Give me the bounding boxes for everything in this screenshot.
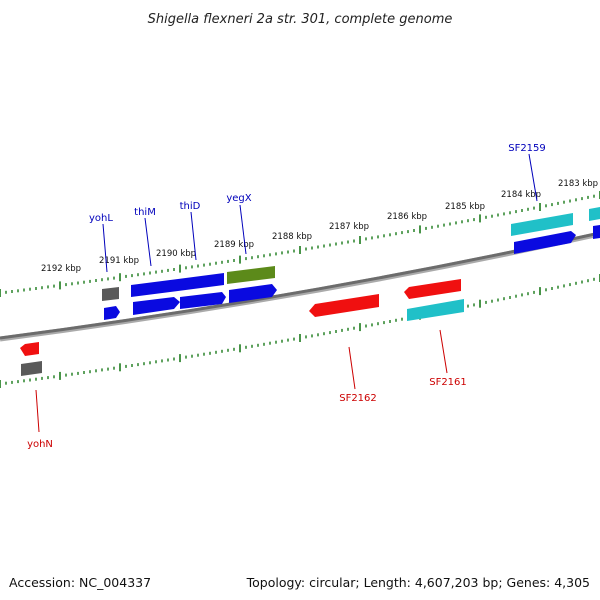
- scale-label-2188: 2188 kbp: [272, 232, 312, 242]
- forward-genes: [102, 207, 600, 320]
- gene-reverse-gray[interactable]: [21, 361, 42, 376]
- gene-forward-small[interactable]: [104, 306, 120, 320]
- leader-SF2159: [528, 153, 538, 202]
- gene-thiD-part[interactable]: [180, 292, 226, 309]
- scale-label-2185: 2185 kbp: [445, 202, 485, 212]
- scale-label-2192: 2192 kbp: [41, 264, 81, 274]
- gene-thiD[interactable]: [178, 273, 224, 291]
- map-title: Shigella flexneri 2a str. 301, complete …: [148, 12, 453, 27]
- leader-yohL: [102, 223, 108, 273]
- label-thiM: thiM: [134, 207, 156, 218]
- leader-lines: [35, 153, 538, 433]
- label-SF2162: SF2162: [339, 393, 377, 404]
- scale-label-2187: 2187 kbp: [329, 222, 369, 232]
- gene-yohL[interactable]: [102, 287, 119, 301]
- scale-label-2184: 2184 kbp: [501, 190, 541, 200]
- gene-edge-cyan[interactable]: [589, 207, 600, 221]
- leader-yegX: [239, 204, 247, 255]
- reverse-tick-track: [0, 274, 600, 388]
- scale-label-2183: 2183 kbp: [558, 179, 598, 189]
- gene-thiM-part[interactable]: [133, 297, 180, 315]
- label-yegX: yegX: [226, 193, 251, 204]
- label-yohL: yohL: [89, 213, 113, 224]
- genome-summary: Topology: circular; Length: 4,607,203 bp…: [246, 575, 590, 590]
- leader-thiD: [190, 211, 197, 261]
- gene-yegX[interactable]: [227, 266, 275, 284]
- accession-label: Accession: NC_004337: [9, 575, 152, 590]
- reverse-genes: [20, 279, 464, 376]
- label-SF2159: SF2159: [508, 143, 546, 154]
- label-yohN: yohN: [27, 439, 53, 450]
- gene-SF2159[interactable]: [511, 213, 573, 236]
- label-SF2161: SF2161: [429, 377, 467, 388]
- gene-SF2161[interactable]: [404, 279, 461, 299]
- leader-yohN: [35, 389, 40, 433]
- scale-label-2190: 2190 kbp: [156, 249, 196, 259]
- leader-SF2161: [439, 329, 448, 374]
- gene-edge-blue[interactable]: [593, 225, 600, 239]
- label-thiD: thiD: [180, 201, 201, 212]
- leader-thiM: [144, 217, 152, 267]
- gene-SF2161-part[interactable]: [407, 299, 464, 321]
- gene-thiM[interactable]: [131, 279, 178, 297]
- forward-tick-track: [0, 191, 600, 297]
- scale-label-2189: 2189 kbp: [214, 240, 254, 250]
- scale-label-2191: 2191 kbp: [99, 256, 139, 266]
- scale-label-2186: 2186 kbp: [387, 212, 427, 222]
- gene-yohN[interactable]: [20, 342, 39, 356]
- gene-yegX-part[interactable]: [229, 284, 277, 303]
- gene-SF2159-part[interactable]: [514, 231, 576, 254]
- leader-SF2162: [348, 346, 356, 390]
- gene-SF2162[interactable]: [309, 294, 379, 317]
